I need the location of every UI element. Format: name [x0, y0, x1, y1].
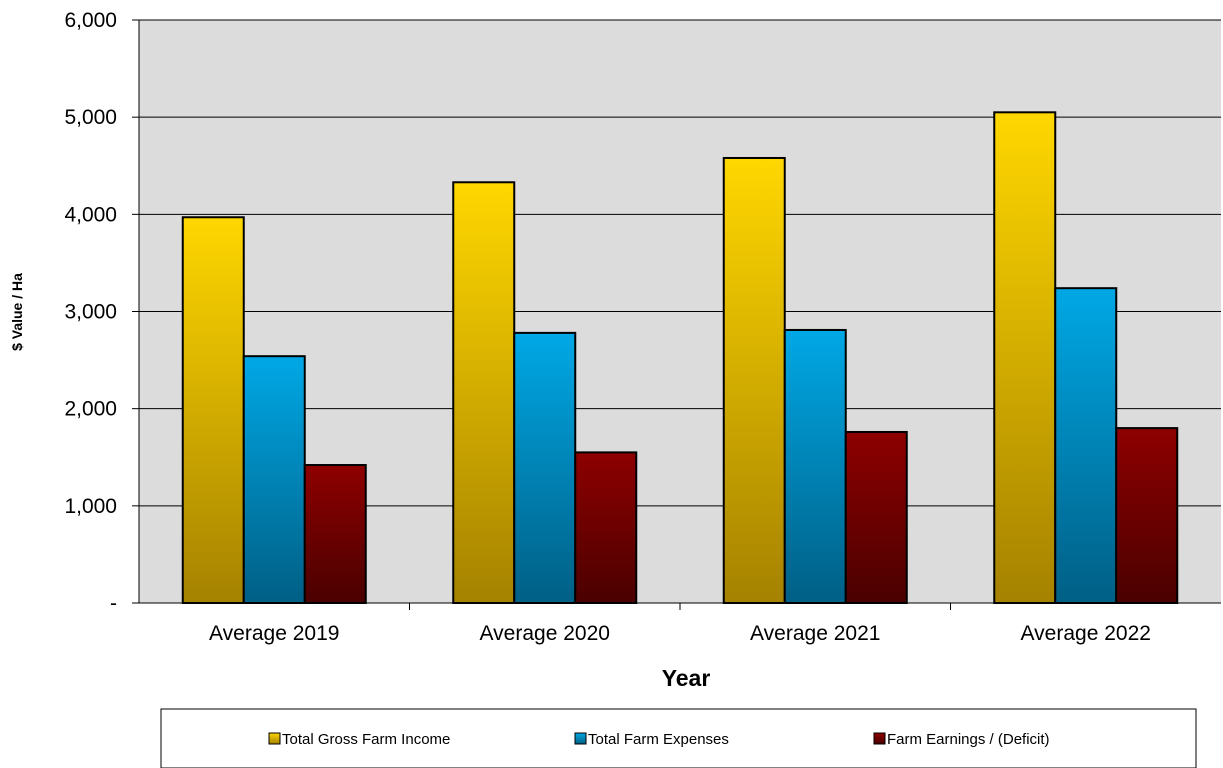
- legend-swatch: [873, 732, 886, 745]
- bar-farm-earnings-deficit-1: [574, 451, 638, 604]
- legend-item: Total Farm Expenses: [574, 731, 729, 748]
- bars: [181, 111, 1179, 605]
- y-tick-label: -: [110, 592, 117, 615]
- y-tick-label: 3,000: [64, 301, 117, 324]
- x-tick-label: Average 2021: [750, 622, 880, 645]
- bar-total-gross-farm-income-0: [181, 216, 245, 605]
- legend-label: Total Farm Expenses: [588, 731, 729, 748]
- y-tick-label: 2,000: [64, 398, 117, 421]
- legend: Total Gross Farm Income Total Farm Expens…: [160, 708, 1197, 768]
- legend-label: Total Gross Farm Income: [282, 731, 450, 748]
- category-labels: Average 2019 Average 2020 Average 2021 Aver…: [209, 622, 1151, 645]
- bar-farm-earnings-deficit-2: [844, 430, 908, 604]
- x-tick-label: Average 2020: [480, 622, 610, 645]
- legend-label: Farm Earnings / (Deficit): [887, 731, 1050, 748]
- x-tick-label: Average 2022: [1021, 622, 1151, 645]
- y-tick-labels: - 1,000 2,000 3,000 4,000 5,000 6,000: [64, 9, 117, 615]
- bar-total-gross-farm-income-3: [993, 111, 1057, 605]
- bar-total-gross-farm-income-1: [452, 181, 516, 604]
- bar-total-gross-farm-income-2: [722, 156, 786, 605]
- y-tick-label: 5,000: [64, 106, 117, 129]
- bar-total-farm-expenses-3: [1054, 287, 1118, 604]
- legend-item: Farm Earnings / (Deficit): [873, 731, 1050, 748]
- legend-item: Total Gross Farm Income: [268, 731, 450, 748]
- bar-total-farm-expenses-1: [513, 331, 577, 604]
- y-tick-label: 4,000: [64, 203, 117, 226]
- legend-swatch: [574, 732, 587, 745]
- bar-total-farm-expenses-2: [783, 328, 847, 604]
- y-axis-title: $ Value / Ha: [9, 273, 25, 351]
- bar-farm-earnings-deficit-3: [1115, 427, 1179, 604]
- x-axis-title: Year: [662, 665, 711, 691]
- bar-total-farm-expenses-0: [242, 355, 306, 604]
- x-tick-label: Average 2019: [209, 622, 339, 645]
- y-tick-label: 1,000: [64, 495, 117, 518]
- axes: [132, 19, 1221, 610]
- bar-farm-earnings-deficit-0: [303, 464, 367, 605]
- y-tick-label: 6,000: [64, 9, 117, 32]
- legend-swatch: [268, 732, 281, 745]
